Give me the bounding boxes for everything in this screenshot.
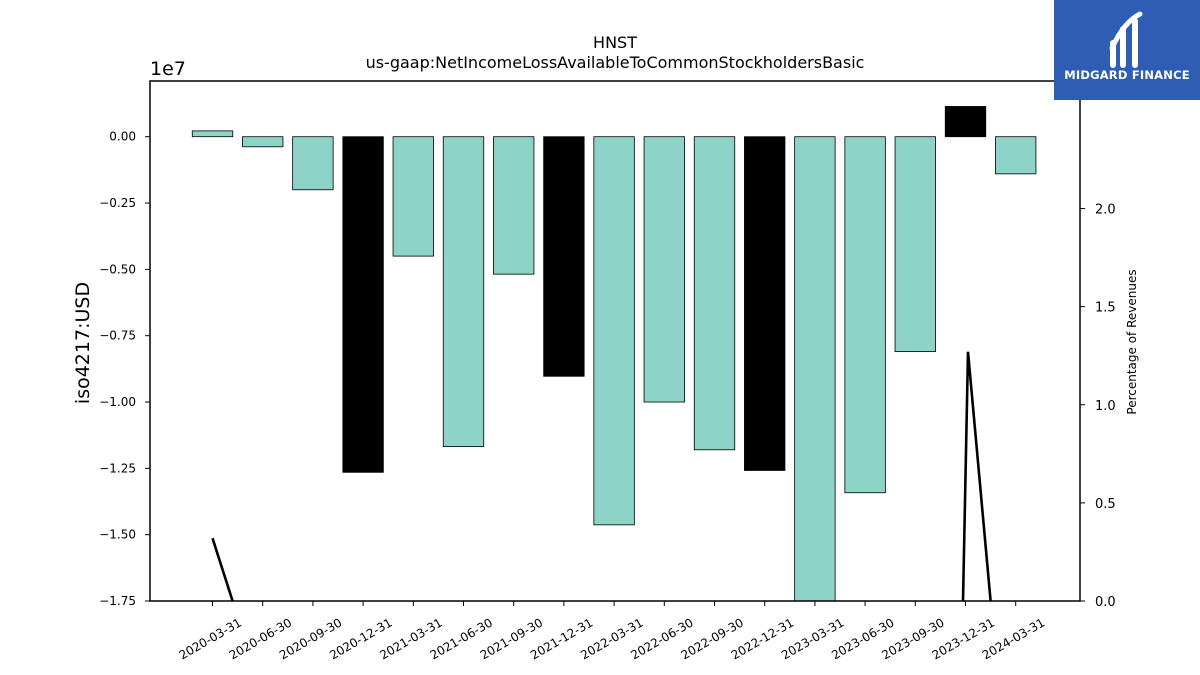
x-axis-ticks: 2020-03-312020-06-302020-09-302020-12-31… [177,601,1047,662]
y-axis-label: iso4217:USD [72,282,94,404]
bar-2023-09-30 [894,136,936,353]
bar-2022-06-30 [643,136,685,403]
y-tick-label: −0.50 [99,262,136,276]
bar-2022-09-30 [693,136,736,451]
bar-2023-12-31 [944,106,987,138]
y-tick-label: −0.25 [99,196,136,210]
bar-2020-12-31 [342,136,384,473]
y2-tick-label: 0.0 [1095,595,1116,610]
y2-tick-label: 0.5 [1095,497,1116,512]
bar-2021-12-31 [543,136,585,377]
y-tick-label: −1.25 [99,461,136,475]
logo-mark-icon [1109,11,1143,68]
bar-2020-09-30 [292,136,334,191]
y2-tick-label: 1.5 [1095,301,1116,316]
y-tick-label: −1.50 [99,528,136,542]
line-series [211,351,992,602]
bar-2022-12-31 [744,136,786,471]
y2-axis-label: Percentage of Revenues [1125,269,1139,414]
bar-2021-03-31 [392,136,434,257]
y-tick-label: −0.75 [99,329,136,343]
chart-subtitle: us-gaap:NetIncomeLossAvailableToCommonSt… [366,53,865,72]
bar-2021-06-30 [442,136,485,447]
chart-title: HNST [593,33,637,52]
y2-tick-label: 1.0 [1095,399,1116,414]
line-segment-0 [211,537,234,602]
logo: MIDGARD FINANCE [1054,0,1200,100]
y2-axis-ticks: 0.0 0.5 1.0 1.5 2.0 [1080,203,1116,610]
y-tick-label: 0.00 [109,130,136,144]
bar-2024-03-31 [995,136,1037,175]
y-tick-label: −1.75 [99,594,136,608]
bar-2020-03-31 [191,130,234,138]
y2-tick-label: 2.0 [1095,203,1116,218]
bar-2021-09-30 [493,136,535,275]
logo-text: MIDGARD FINANCE [1064,68,1190,82]
bar-2023-06-30 [844,136,886,494]
bar-2023-03-31 [794,136,836,602]
bar-group [191,106,1037,602]
y-axis-ticks: 0.00 −0.25 −0.50 −0.75 −1.00 −1.25 −1.50 −1.75 [99,130,150,608]
y-offset-label: 1e7 [150,58,186,80]
y-tick-label: −1.00 [99,395,136,409]
bar-2022-03-31 [593,136,635,526]
plot-frame [149,80,1081,602]
line-segment-1 [961,351,992,602]
bar-2020-06-30 [242,136,284,148]
